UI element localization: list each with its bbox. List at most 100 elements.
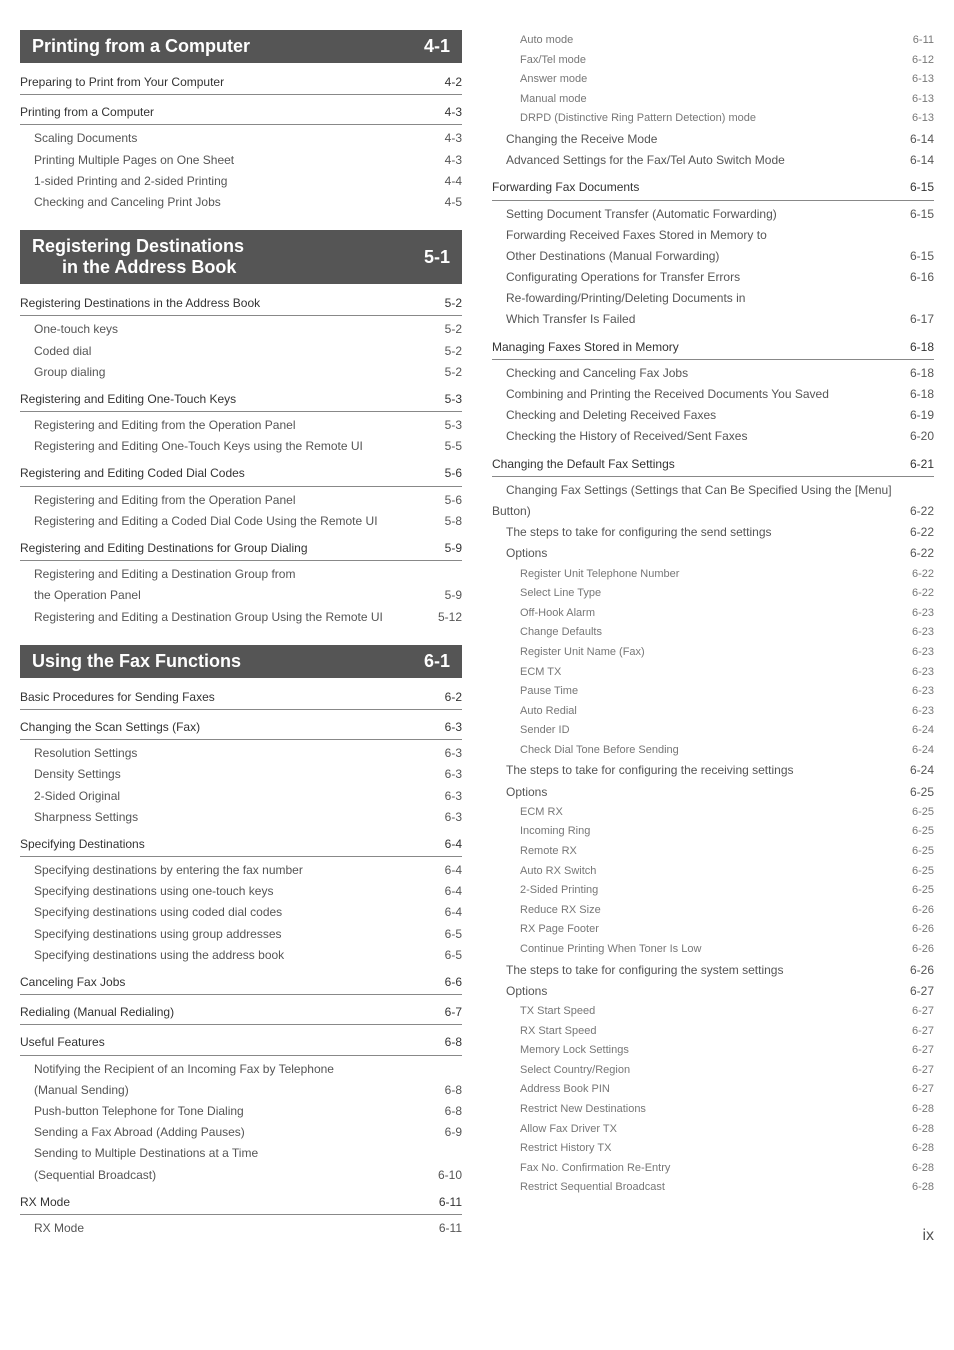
right-column: Auto mode6-11Fax/Tel mode6-12Answer mode… bbox=[492, 30, 934, 1245]
toc-row: RX Mode6-11 bbox=[20, 1219, 462, 1238]
toc-row: Restrict History TX6-28 bbox=[492, 1140, 934, 1158]
toc-page: 6-23 bbox=[908, 624, 934, 642]
toc-page: 5-8 bbox=[441, 512, 462, 531]
toc-row: Changing the Receive Mode6-14 bbox=[492, 130, 934, 149]
toc-label: 2-Sided Original bbox=[34, 787, 441, 806]
toc-row: The steps to take for configuring the re… bbox=[492, 761, 934, 780]
toc-page: 6-28 bbox=[908, 1101, 934, 1119]
toc-row: ECM RX6-25 bbox=[492, 804, 934, 822]
toc-page: 6-28 bbox=[908, 1160, 934, 1178]
section-page: 4-1 bbox=[424, 36, 450, 57]
toc-label: Changing the Default Fax Settings bbox=[492, 455, 906, 474]
toc-row: Restrict Sequential Broadcast6-28 bbox=[492, 1179, 934, 1197]
toc-label: Specifying destinations using coded dial… bbox=[34, 903, 441, 922]
toc-label: Density Settings bbox=[34, 765, 441, 784]
toc-page: 6-12 bbox=[908, 52, 934, 70]
toc-page: 4-3 bbox=[441, 129, 462, 148]
toc-row: Notifying the Recipient of an Incoming F… bbox=[20, 1060, 462, 1079]
toc-page: 6-4 bbox=[441, 835, 462, 854]
toc-label: Changing the Receive Mode bbox=[506, 130, 906, 149]
toc-label: RX Mode bbox=[20, 1193, 435, 1212]
toc-label: Push-button Telephone for Tone Dialing bbox=[34, 1102, 441, 1121]
toc-row: Specifying destinations using one-touch … bbox=[20, 882, 462, 901]
toc-page: 6-14 bbox=[906, 151, 934, 170]
toc-row: Specifying destinations using coded dial… bbox=[20, 903, 462, 922]
toc-page: 5-2 bbox=[441, 320, 462, 339]
toc-page: 6-9 bbox=[441, 1123, 462, 1142]
toc-label: Checking and Canceling Print Jobs bbox=[34, 193, 441, 212]
toc-page: 6-19 bbox=[906, 406, 934, 425]
toc-row: Options6-22 bbox=[492, 544, 934, 563]
toc-page: 6-2 bbox=[441, 688, 462, 707]
toc-row: Redialing (Manual Redialing)6-7 bbox=[20, 1003, 462, 1025]
section-header-fax: Using the Fax Functions 6-1 bbox=[20, 645, 462, 678]
toc-row: Basic Procedures for Sending Faxes6-2 bbox=[20, 688, 462, 710]
toc-row: Registering and Editing Destinations for… bbox=[20, 539, 462, 561]
toc-label: Continue Printing When Toner Is Low bbox=[520, 941, 908, 959]
toc-page: 6-8 bbox=[441, 1102, 462, 1121]
toc-page: 6-25 bbox=[906, 783, 934, 802]
page-number: ix bbox=[492, 1227, 934, 1245]
toc-label: Registering and Editing One-Touch Keys bbox=[20, 390, 441, 409]
toc-row: Which Transfer Is Failed6-17 bbox=[492, 310, 934, 329]
toc-label: Useful Features bbox=[20, 1033, 441, 1052]
toc-label: Restrict New Destinations bbox=[520, 1101, 908, 1119]
toc-row: Allow Fax Driver TX6-28 bbox=[492, 1121, 934, 1139]
toc-page: 6-25 bbox=[908, 804, 934, 822]
toc-row: Managing Faxes Stored in Memory6-18 bbox=[492, 338, 934, 360]
toc-label: Specifying Destinations bbox=[20, 835, 441, 854]
toc-label: Register Unit Name (Fax) bbox=[520, 644, 908, 662]
toc-label: Checking and Canceling Fax Jobs bbox=[506, 364, 906, 383]
toc-page: 4-3 bbox=[441, 151, 462, 170]
toc-page: 6-27 bbox=[908, 1003, 934, 1021]
toc-row: Changing the Scan Settings (Fax)6-3 bbox=[20, 718, 462, 740]
section-title: Using the Fax Functions bbox=[32, 651, 241, 672]
toc-label: Options bbox=[506, 544, 906, 563]
toc-label: Scaling Documents bbox=[34, 129, 441, 148]
toc-row: Scaling Documents4-3 bbox=[20, 129, 462, 148]
toc-row: Specifying Destinations6-4 bbox=[20, 835, 462, 857]
toc-label: (Manual Sending) bbox=[34, 1081, 441, 1100]
toc-page: 6-22 bbox=[908, 566, 934, 584]
toc-label: Registering and Editing Destinations for… bbox=[20, 539, 441, 558]
toc-label: The steps to take for configuring the sy… bbox=[506, 961, 906, 980]
toc-page: 6-27 bbox=[908, 1042, 934, 1060]
section-page: 5-1 bbox=[424, 247, 450, 268]
toc-row: Coded dial5-2 bbox=[20, 342, 462, 361]
toc-row: Remote RX6-25 bbox=[492, 843, 934, 861]
toc-page: 6-13 bbox=[908, 91, 934, 109]
toc-label: Changing Fax Settings (Settings that Can… bbox=[506, 481, 934, 500]
toc-row: Change Defaults6-23 bbox=[492, 624, 934, 642]
toc-row: RX Page Footer6-26 bbox=[492, 921, 934, 939]
toc-label: Forwarding Fax Documents bbox=[492, 178, 906, 197]
toc-row: 2-Sided Printing6-25 bbox=[492, 882, 934, 900]
toc-page: 6-22 bbox=[906, 502, 934, 521]
toc-page: 6-4 bbox=[441, 903, 462, 922]
toc-row: Forwarding Fax Documents6-15 bbox=[492, 178, 934, 200]
toc-label: Reduce RX Size bbox=[520, 902, 908, 920]
toc-row: Setting Document Transfer (Automatic For… bbox=[492, 205, 934, 224]
toc-label: Allow Fax Driver TX bbox=[520, 1121, 908, 1139]
toc-row: Printing from a Computer4-3 bbox=[20, 103, 462, 125]
toc-row: Resolution Settings6-3 bbox=[20, 744, 462, 763]
toc-row: Sender ID6-24 bbox=[492, 722, 934, 740]
toc-page: 6-6 bbox=[441, 973, 462, 992]
toc-page: 4-2 bbox=[441, 73, 462, 92]
toc-page: 6-25 bbox=[908, 823, 934, 841]
toc-row: Checking and Canceling Print Jobs4-5 bbox=[20, 193, 462, 212]
toc-label: Coded dial bbox=[34, 342, 441, 361]
toc-row: Fax/Tel mode6-12 bbox=[492, 52, 934, 70]
toc-page: 6-27 bbox=[906, 982, 934, 1001]
toc-page: 6-3 bbox=[441, 787, 462, 806]
toc-page: 6-25 bbox=[908, 882, 934, 900]
toc-page: 5-3 bbox=[441, 390, 462, 409]
toc-page: 6-24 bbox=[908, 722, 934, 740]
toc-label: Auto Redial bbox=[520, 703, 908, 721]
section-title: Registering Destinations in the Address … bbox=[32, 236, 244, 278]
toc-page: 6-28 bbox=[908, 1179, 934, 1197]
toc-label: Sharpness Settings bbox=[34, 808, 441, 827]
toc-row: Memory Lock Settings6-27 bbox=[492, 1042, 934, 1060]
toc-label: Preparing to Print from Your Computer bbox=[20, 73, 441, 92]
toc-page: 6-8 bbox=[441, 1081, 462, 1100]
toc-label: Check Dial Tone Before Sending bbox=[520, 742, 908, 760]
